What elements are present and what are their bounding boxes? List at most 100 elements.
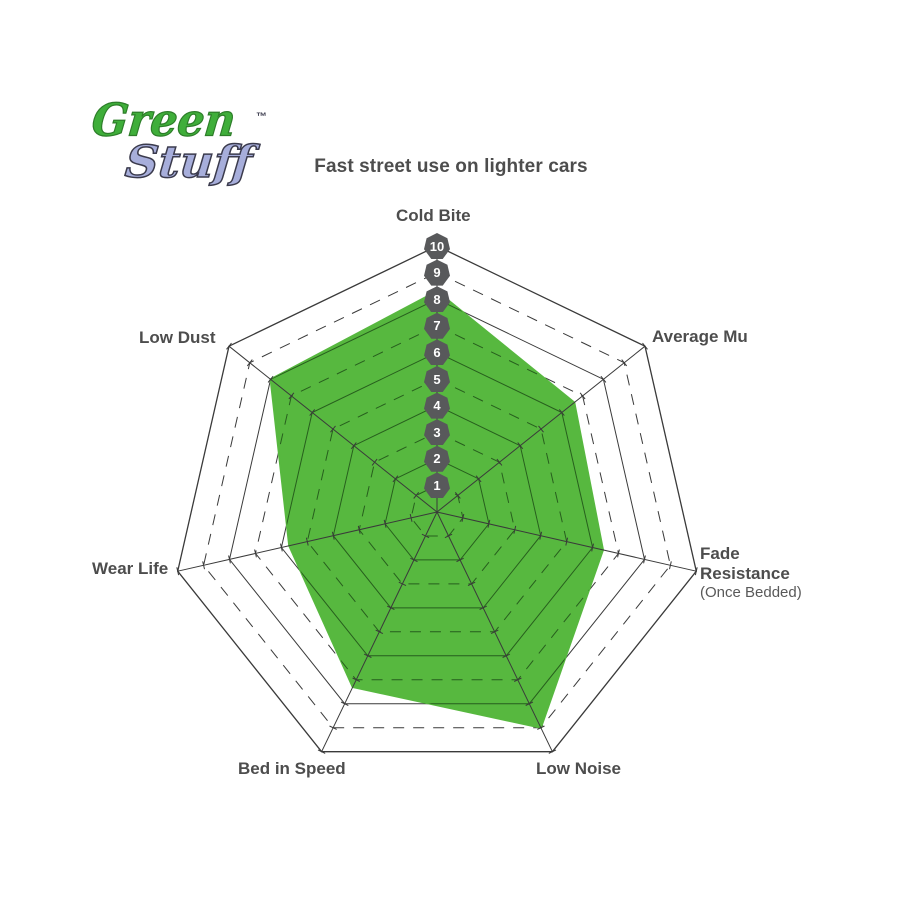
- scale-marker-5: 5: [424, 366, 450, 392]
- axis-tick-5-8: [228, 555, 231, 564]
- axis-tick-1-4: [517, 442, 524, 450]
- scale-marker-3: 3: [424, 419, 450, 446]
- axis-tick-1-7: [579, 392, 586, 400]
- axis-tick-3-7: [513, 677, 522, 682]
- axis-tick-6-3: [371, 458, 378, 466]
- axis-tick-3-3: [467, 581, 476, 587]
- axis-label-cold-bite-text: Cold Bite: [396, 206, 471, 225]
- axis-tick-1-9: [621, 359, 628, 367]
- axis-tick-6-7: [288, 392, 295, 400]
- trademark-symbol: ™: [256, 111, 267, 123]
- axis-tick-6-9: [246, 359, 253, 367]
- axis-tick-4-3: [398, 581, 407, 587]
- axis-tick-2-8: [643, 555, 646, 564]
- axis-tick-2-6: [591, 543, 594, 552]
- axis-tick-4-2: [410, 557, 418, 563]
- grid-ring-overlay-4: [332, 405, 542, 609]
- scale-marker-4: 4: [424, 392, 450, 419]
- scale-marker-1: 1: [424, 472, 450, 499]
- axis-tick-3-10: [548, 749, 557, 754]
- axis-tick-1-3: [496, 458, 503, 466]
- axis-tick-6-8: [267, 375, 274, 383]
- axis-tick-2-3: [513, 525, 517, 534]
- axis-tick-1-5: [538, 425, 544, 433]
- axis-tick-3-5: [490, 629, 499, 635]
- axis-tick-1-1: [454, 491, 461, 499]
- axis-tick-1-8: [600, 375, 607, 383]
- axis-tick-5-1: [409, 513, 413, 522]
- axis-tick-5-10: [176, 567, 180, 576]
- svg-text:Green: Green: [92, 95, 238, 147]
- axis-tick-4-6: [363, 653, 372, 658]
- axis-label-fade-resistance: Fade Resistance (Once Bedded): [700, 544, 802, 602]
- axis-tick-5-3: [357, 525, 361, 534]
- scale-marker-9: 9: [424, 259, 450, 286]
- axis-tick-4-1: [421, 533, 430, 539]
- axis-tick-2-9: [669, 561, 672, 570]
- grid-ring-overlay-6: [280, 351, 594, 657]
- axis-tick-5-2: [383, 519, 387, 528]
- axis-tick-4-10: [317, 749, 326, 754]
- svg-text:Stuff: Stuff: [123, 136, 261, 188]
- grid-ring-10: [176, 245, 698, 753]
- scale-marker-10: 10: [424, 233, 450, 259]
- axis-label-wear-life: Wear Life: [92, 559, 168, 579]
- axis-label-low-dust-text: Low Dust: [139, 328, 216, 347]
- axis-tick-5-5: [305, 537, 309, 546]
- axis-tick-4-4: [386, 605, 395, 611]
- axis-tick-3-9: [537, 725, 545, 730]
- axis-label-bed-in-speed-text: Bed in Speed: [238, 759, 346, 778]
- axis-label-wear-life-text: Wear Life: [92, 559, 169, 578]
- axis-tick-2-7: [617, 549, 620, 558]
- axis-tick-6-1: [413, 491, 420, 499]
- logo-artwork: Green Stuff ™: [92, 94, 267, 188]
- axis-tick-5-7: [254, 549, 257, 558]
- axis-label-average-mu-text: Average Mu: [652, 327, 748, 346]
- axis-tick-2-10: [694, 567, 698, 576]
- grid-ring-overlay-2: [384, 458, 490, 561]
- scale-marker-2: 2: [424, 445, 450, 472]
- axis-tick-3-8: [525, 701, 534, 706]
- scale-marker-8: 8: [424, 286, 450, 313]
- axis-tick-6-4: [350, 442, 357, 450]
- axis-tick-6-10: [226, 342, 232, 350]
- grid-ring-overlay-1: [410, 484, 464, 537]
- axis-tick-4-5: [375, 629, 384, 635]
- axis-tick-3-2: [456, 557, 464, 563]
- axis-tick-5-9: [202, 561, 205, 570]
- chart-title: Fast street use on lighter cars: [0, 156, 900, 178]
- axis-label-low-dust: Low Dust: [139, 328, 216, 348]
- axis-tick-1-6: [558, 409, 565, 416]
- chart-title-text: Fast street use on lighter cars: [314, 156, 588, 177]
- axis-tick-6-2: [392, 475, 399, 483]
- logo-word-green: Green: [92, 94, 239, 147]
- grid-ring-9: [203, 272, 671, 729]
- axis-tick-4-7: [352, 677, 361, 682]
- axis-tick-5-6: [280, 543, 283, 552]
- axis-tick-1-10: [642, 342, 648, 350]
- grid-ring-overlay-5: [306, 378, 568, 633]
- axis-tick-5-4: [331, 531, 335, 540]
- axis-tick-6-6: [309, 409, 316, 416]
- scale-marker-7: 7: [424, 312, 450, 339]
- axis-tick-3-4: [479, 605, 488, 611]
- axis-tick-4-8: [340, 701, 349, 706]
- axis-tick-2-1: [461, 513, 465, 522]
- axis-label-low-noise: Low Noise: [536, 759, 621, 779]
- axis-label-bed-in-speed: Bed in Speed: [238, 759, 346, 779]
- axis-tick-4-9: [329, 725, 337, 730]
- logo-word-stuff: Stuff: [122, 135, 261, 188]
- axis-tick-1-2: [475, 475, 482, 483]
- axis-label-average-mu: Average Mu: [652, 327, 748, 347]
- axis-tick-2-2: [487, 519, 491, 528]
- axis-tick-3-6: [502, 653, 511, 658]
- axis-label-low-noise-text: Low Noise: [536, 759, 622, 778]
- axis-label-fade-resistance-text: Fade Resistance: [700, 544, 790, 584]
- axis-tick-3-1: [444, 533, 453, 539]
- grid-ring-overlay-8: [270, 298, 603, 705]
- grid-ring-overlay-3: [358, 431, 516, 585]
- axis-label-fade-resistance-sublabel: (Once Bedded): [700, 584, 802, 602]
- scale-marker-6: 6: [424, 339, 450, 366]
